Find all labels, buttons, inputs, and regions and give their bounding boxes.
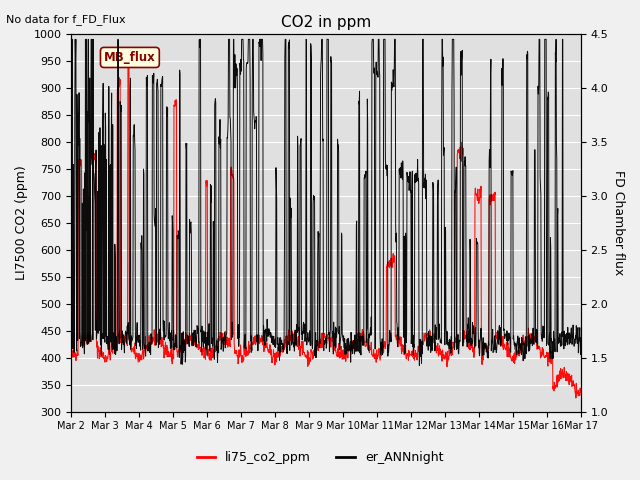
Y-axis label: LI7500 CO2 (ppm): LI7500 CO2 (ppm) [15,166,28,280]
Text: No data for f_FD_Flux: No data for f_FD_Flux [6,14,126,25]
Legend: li75_co2_ppm, er_ANNnight: li75_co2_ppm, er_ANNnight [191,446,449,469]
Title: CO2 in ppm: CO2 in ppm [281,15,371,30]
Text: MB_flux: MB_flux [104,51,156,64]
Y-axis label: FD Chamber flux: FD Chamber flux [612,170,625,276]
